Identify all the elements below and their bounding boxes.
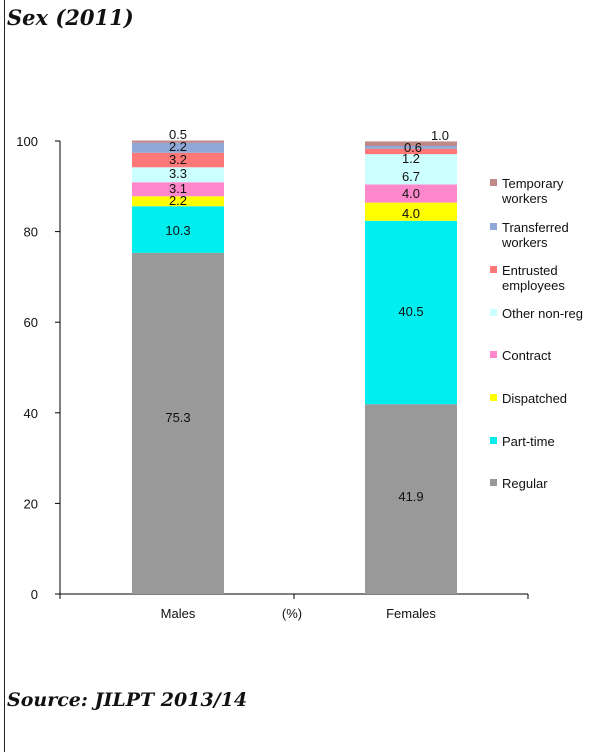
source-note: Source: JILPT 2013/14 xyxy=(7,689,248,711)
bar-segment xyxy=(132,167,224,183)
left-rule xyxy=(4,0,5,752)
bars xyxy=(132,140,457,595)
legend-label: Other non-reg xyxy=(502,306,583,321)
x-unit-label: (%) xyxy=(282,606,302,621)
legend-swatch xyxy=(490,479,497,486)
legend-swatch xyxy=(490,223,497,230)
data-label: 1.0 xyxy=(431,128,449,143)
bar-segment xyxy=(365,141,457,146)
y-tick-label: 40 xyxy=(24,406,38,421)
bar-segment xyxy=(365,145,457,149)
legend-swatch xyxy=(490,179,497,186)
legend-label: workers xyxy=(501,191,548,206)
y-tick-label: 100 xyxy=(16,134,38,149)
legend-swatch xyxy=(490,266,497,273)
legend-swatch xyxy=(490,309,497,316)
y-tick-label: 0 xyxy=(31,587,38,602)
data-label: 75.3 xyxy=(165,410,190,425)
data-label: 3.1 xyxy=(169,181,187,196)
data-label: 6.7 xyxy=(402,169,420,184)
legend-label: Transferred xyxy=(502,220,569,235)
data-label: 2.2 xyxy=(169,193,187,208)
y-tick-label: 20 xyxy=(24,496,38,511)
legend-label: Temporary xyxy=(502,176,564,191)
data-label: 3.2 xyxy=(169,152,187,167)
data-label: 41.9 xyxy=(398,489,423,504)
bar-segment xyxy=(365,148,457,155)
legend-label: Contract xyxy=(502,348,552,363)
x-category-label: Males xyxy=(161,606,196,621)
bar-segment xyxy=(365,220,457,405)
legend-label: Regular xyxy=(502,476,548,491)
bar-segment xyxy=(365,154,457,185)
x-category-label: Females xyxy=(386,606,436,621)
data-label: 0.5 xyxy=(169,127,187,142)
data-label: 4.0 xyxy=(402,186,420,201)
legend-swatch xyxy=(490,437,497,444)
data-label: 4.0 xyxy=(402,206,420,221)
data-label: 40.5 xyxy=(398,304,423,319)
bar-segment xyxy=(132,152,224,168)
legend-label: Entrusted xyxy=(502,263,558,278)
stacked-bar-chart: 0 20 40 60 80 100 Males Females (%) 75.3 41.9 10.3… xyxy=(16,127,583,621)
y-tick-label: 80 xyxy=(24,225,38,240)
data-label: 0.6 xyxy=(404,140,422,155)
legend-label: employees xyxy=(502,278,565,293)
data-label: 2.2 xyxy=(169,139,187,154)
bar-segment xyxy=(132,206,224,253)
data-label: 10.3 xyxy=(165,223,190,238)
data-label: 1.2 xyxy=(402,151,420,166)
legend: TemporaryworkersTransferredworkersEntrus… xyxy=(490,176,583,491)
data-label: 3.3 xyxy=(169,166,187,181)
legend-label: Dispatched xyxy=(502,391,567,406)
bar-segment xyxy=(132,252,224,595)
bar-segment xyxy=(132,142,224,153)
bar-segment xyxy=(132,182,224,197)
bar-segment xyxy=(132,140,224,143)
chart-title: Sex (2011) xyxy=(7,5,134,30)
bar-segment xyxy=(365,202,457,221)
legend-swatch xyxy=(490,394,497,401)
legend-swatch xyxy=(490,351,497,358)
legend-label: workers xyxy=(501,235,548,250)
y-tick-label: 60 xyxy=(24,315,38,330)
legend-label: Part-time xyxy=(502,434,555,449)
data-labels: 75.3 41.9 10.3 40.5 2.2 4.0 3.1 4.0 3.3 6.7 3.2 1.2… xyxy=(165,127,449,504)
bar-segment xyxy=(365,184,457,203)
bar-segment xyxy=(365,404,457,594)
bar-segment xyxy=(132,196,224,207)
